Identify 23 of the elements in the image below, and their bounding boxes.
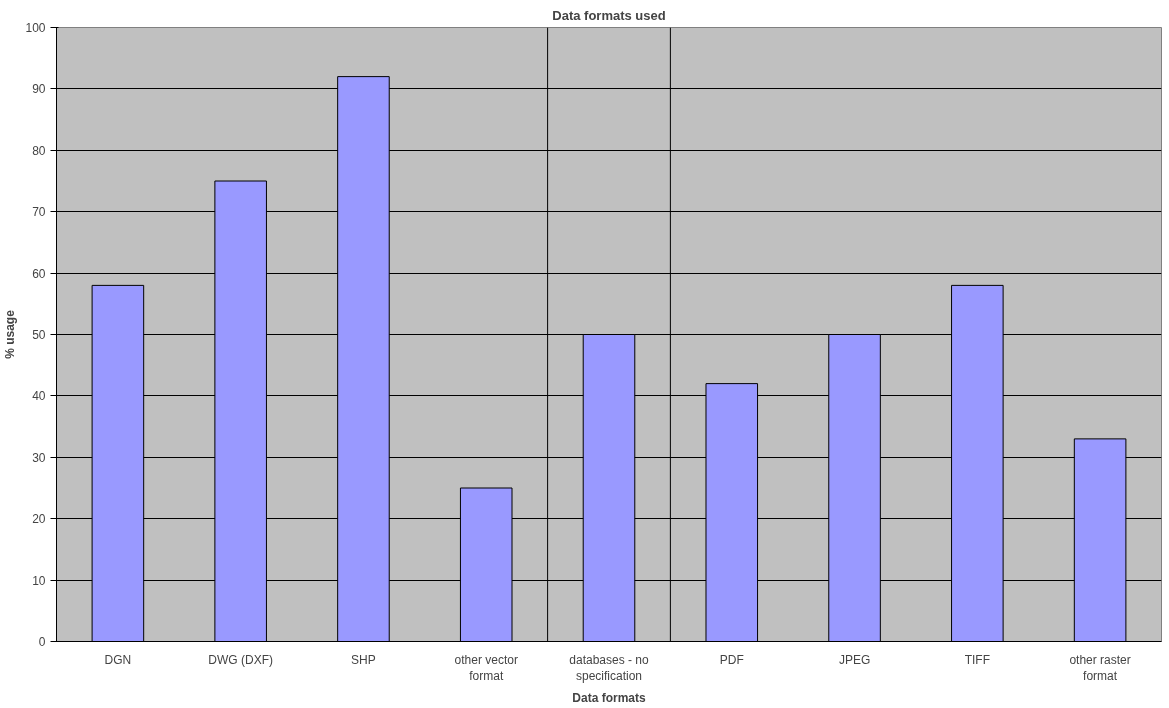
y-tick-label: 80 bbox=[32, 143, 46, 158]
x-tick-label: TIFF bbox=[964, 652, 990, 667]
x-tick-label: databases - no specification bbox=[569, 652, 650, 684]
y-tick-label: 60 bbox=[32, 266, 46, 281]
y-tick-label: 50 bbox=[32, 328, 46, 342]
x-tick-label: DGN bbox=[104, 652, 132, 667]
x-tick-label: SHP bbox=[351, 652, 376, 667]
y-tick-label: 10 bbox=[32, 573, 46, 588]
y-tick-label: 40 bbox=[32, 389, 46, 404]
y-tick-label: 90 bbox=[32, 82, 46, 97]
x-tick-label: PDF bbox=[719, 652, 744, 667]
y-tick-label: 0 bbox=[38, 635, 46, 649]
x-axis-title: Data formats bbox=[572, 691, 646, 706]
y-tick-label: 20 bbox=[32, 512, 46, 527]
x-tick-label: other raster format bbox=[1069, 652, 1131, 684]
y-tick-label: 30 bbox=[32, 450, 46, 465]
x-tick-label: other vector format bbox=[454, 652, 518, 684]
y-tick-label: 70 bbox=[32, 205, 46, 220]
x-tick-label: DWG (DXF) bbox=[208, 652, 273, 667]
y-axis-title: % usage bbox=[3, 309, 18, 359]
x-tick-label: JPEG bbox=[838, 652, 871, 667]
chart-title: Data formats used bbox=[552, 7, 666, 23]
y-tick-label: 100 bbox=[25, 21, 46, 35]
